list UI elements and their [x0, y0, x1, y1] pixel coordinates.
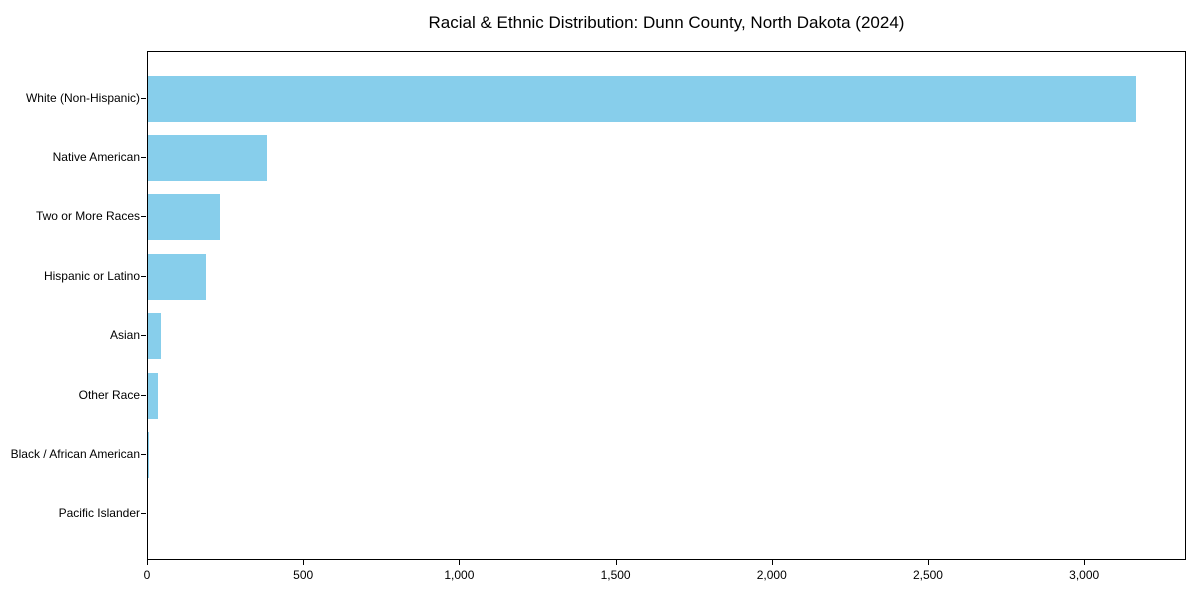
- plot-area: [147, 51, 1186, 560]
- x-axis-label-1000: 1,000: [444, 568, 475, 582]
- y-tick-mark: [141, 275, 146, 277]
- chart-title: Racial & Ethnic Distribution: Dunn Count…: [428, 13, 905, 32]
- y-axis-label-black-african-american: Black / African American: [10, 446, 140, 461]
- y-tick-mark: [141, 335, 146, 337]
- x-axis-label-0: 0: [143, 568, 151, 582]
- x-tick-mark: [927, 560, 929, 565]
- x-tick-mark: [147, 560, 148, 565]
- y-axis-label-other-race: Other Race: [78, 387, 140, 402]
- x-tick-mark: [303, 560, 305, 565]
- x-tick-mark: [459, 560, 461, 565]
- y-axis-label-hispanic-or-latino: Hispanic or Latino: [43, 268, 140, 283]
- bar-other-race: [148, 372, 159, 419]
- y-tick-mark: [141, 394, 146, 396]
- y-axis-label-native-american: Native American: [52, 150, 140, 165]
- x-axis-label-500: 500: [293, 568, 314, 582]
- y-tick-mark: [141, 513, 146, 515]
- x-axis-label-3000: 3,000: [1069, 568, 1100, 582]
- x-axis-label-2500: 2,500: [912, 568, 943, 582]
- x-tick-mark: [615, 560, 617, 565]
- x-axis-label-2000: 2,000: [756, 568, 787, 582]
- y-axis-label-pacific-islander: Pacific Islander: [58, 506, 140, 521]
- y-tick-mark: [141, 216, 146, 218]
- bar-two-or-more-races: [148, 194, 221, 241]
- bar-native-american: [148, 135, 268, 182]
- x-axis-label-1500: 1,500: [600, 568, 631, 582]
- y-axis-label-asian: Asian: [109, 328, 140, 343]
- y-axis-label-two-or-more-races: Two or More Races: [35, 209, 140, 224]
- y-tick-mark: [141, 453, 146, 455]
- x-tick-mark: [771, 560, 773, 565]
- y-tick-mark: [141, 97, 146, 99]
- bar-black-african-american: [148, 431, 150, 478]
- bar-white-non-hispanic: [148, 75, 1136, 122]
- bar-hispanic-or-latino: [148, 253, 207, 300]
- y-tick-mark: [141, 157, 146, 159]
- y-axis-label-white-non-hispanic: White (Non-Hispanic): [25, 90, 140, 105]
- bar-asian: [148, 313, 162, 360]
- x-tick-mark: [1084, 560, 1086, 565]
